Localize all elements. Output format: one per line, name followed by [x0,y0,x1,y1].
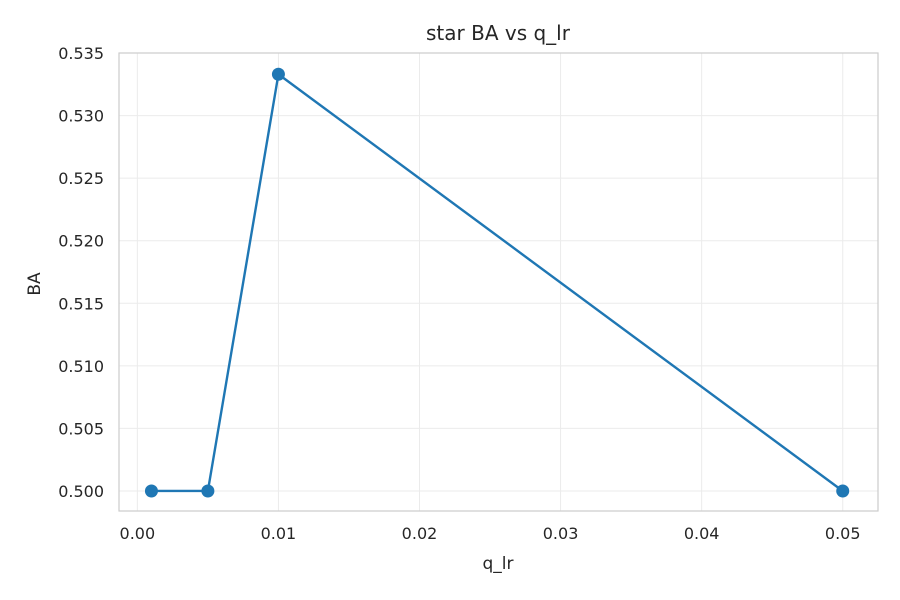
series-group [144,67,850,498]
data-point [144,484,158,498]
y-tick-label: 0.535 [58,44,104,63]
plot-frame [118,52,879,512]
y-tick-label: 0.530 [58,107,104,126]
series-line [151,73,844,493]
y-tick-label: 0.515 [58,294,104,313]
chart-title: star BA vs q_lr [426,21,571,45]
y-tick-label: 0.510 [58,357,104,376]
y-axis-label: BA [25,272,45,296]
x-tick-label: 0.05 [825,524,861,543]
x-tick-label: 0.04 [684,524,720,543]
y-tick-label: 0.505 [58,419,104,438]
data-point [836,484,850,498]
y-tick-label: 0.525 [58,169,104,188]
y-axis-ticks: 0.500 0.505 0.510 0.515 0.520 0.525 0.530 0.535 [58,44,104,501]
x-tick-label: 0.00 [120,524,156,543]
x-axis-ticks: 0.00 0.01 0.02 0.03 0.04 0.05 [120,524,861,543]
x-tick-label: 0.02 [402,524,438,543]
data-point [271,67,285,81]
gridlines [119,52,878,511]
x-tick-label: 0.03 [543,524,579,543]
x-axis-label: q_lr [482,554,513,574]
data-point [201,484,215,498]
x-tick-label: 0.01 [261,524,297,543]
y-tick-label: 0.500 [58,482,104,501]
y-tick-label: 0.520 [58,232,104,251]
